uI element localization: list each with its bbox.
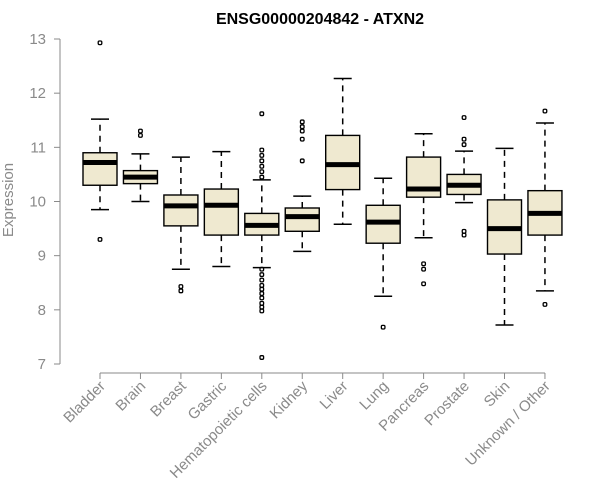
outlier-point (299, 136, 305, 142)
plot-area (82, 40, 563, 360)
outlier-point (299, 119, 305, 125)
outlier-point (259, 283, 265, 288)
outlier-point (259, 147, 265, 153)
y-axis-label: Expression (0, 163, 17, 237)
box-group (122, 128, 159, 203)
y-tick-label: 11 (30, 139, 46, 156)
outlier-point (542, 301, 548, 307)
outlier-point (259, 163, 265, 169)
outlier-point (137, 128, 143, 134)
box-group (365, 177, 401, 330)
outlier-point (461, 115, 467, 120)
x-tick-label: Prostate (421, 378, 473, 430)
outlier-point (421, 266, 427, 272)
box-group (527, 108, 563, 307)
outlier-point (461, 136, 467, 142)
box (163, 194, 199, 227)
outlier-point (259, 291, 265, 297)
outlier-point (259, 277, 265, 283)
outlier-point (421, 281, 427, 287)
outlier-point (259, 169, 265, 175)
outlier-point (299, 158, 305, 164)
box (203, 188, 240, 236)
box-group (82, 40, 118, 242)
box (82, 152, 118, 186)
outlier-point (137, 132, 143, 138)
outlier-point (461, 228, 467, 234)
outlier-point (259, 286, 265, 292)
outlier-point (259, 111, 265, 117)
outlier-point (97, 236, 103, 242)
y-tick-label: 13 (29, 31, 46, 48)
x-tick-label: Brain (112, 378, 149, 415)
box-group (203, 150, 240, 268)
box-group (405, 133, 442, 287)
outlier-point (380, 324, 386, 330)
x-tick-label: Skin (481, 378, 514, 411)
box-group (244, 111, 280, 360)
y-tick-label: 7 (38, 356, 46, 373)
y-tick-label: 9 (38, 248, 46, 265)
y-tick-label: 12 (29, 85, 46, 102)
y-axis: 7 8 9 10 11 12 13 (29, 31, 61, 373)
outlier-point (259, 300, 265, 306)
x-tick-label: Liver (317, 378, 352, 413)
y-tick-label: 10 (29, 194, 46, 211)
outlier-point (461, 142, 467, 148)
box (284, 207, 320, 232)
outlier-point (259, 308, 265, 314)
chart-title: ENSG00000204842 - ATXN2 (216, 11, 424, 28)
outlier-point (259, 153, 265, 158)
outlier-point (542, 108, 548, 114)
box-group (325, 77, 361, 225)
outlier-point (461, 232, 467, 238)
outlier-point (299, 128, 305, 134)
outlier-point (259, 266, 265, 272)
x-tick-label: Kidney (267, 377, 312, 422)
outlier-point (259, 295, 265, 301)
outlier-point (97, 40, 103, 46)
outlier-point (259, 272, 265, 278)
outlier-point (178, 288, 184, 294)
outlier-point (299, 124, 305, 130)
box-group (284, 119, 320, 253)
outlier-point (178, 284, 184, 289)
y-tick-label: 8 (38, 302, 46, 319)
box-group (163, 156, 199, 294)
outlier-point (421, 261, 427, 267)
outlier-point (259, 158, 265, 164)
outlier-point (259, 174, 265, 180)
x-tick-label: Lung (356, 378, 392, 414)
box-group (446, 115, 482, 238)
box-group (486, 147, 523, 326)
outlier-point (259, 355, 265, 360)
x-tick-label: Breast (147, 377, 190, 420)
outlier-point (259, 304, 265, 310)
x-tick-label: Bladder (60, 378, 109, 427)
